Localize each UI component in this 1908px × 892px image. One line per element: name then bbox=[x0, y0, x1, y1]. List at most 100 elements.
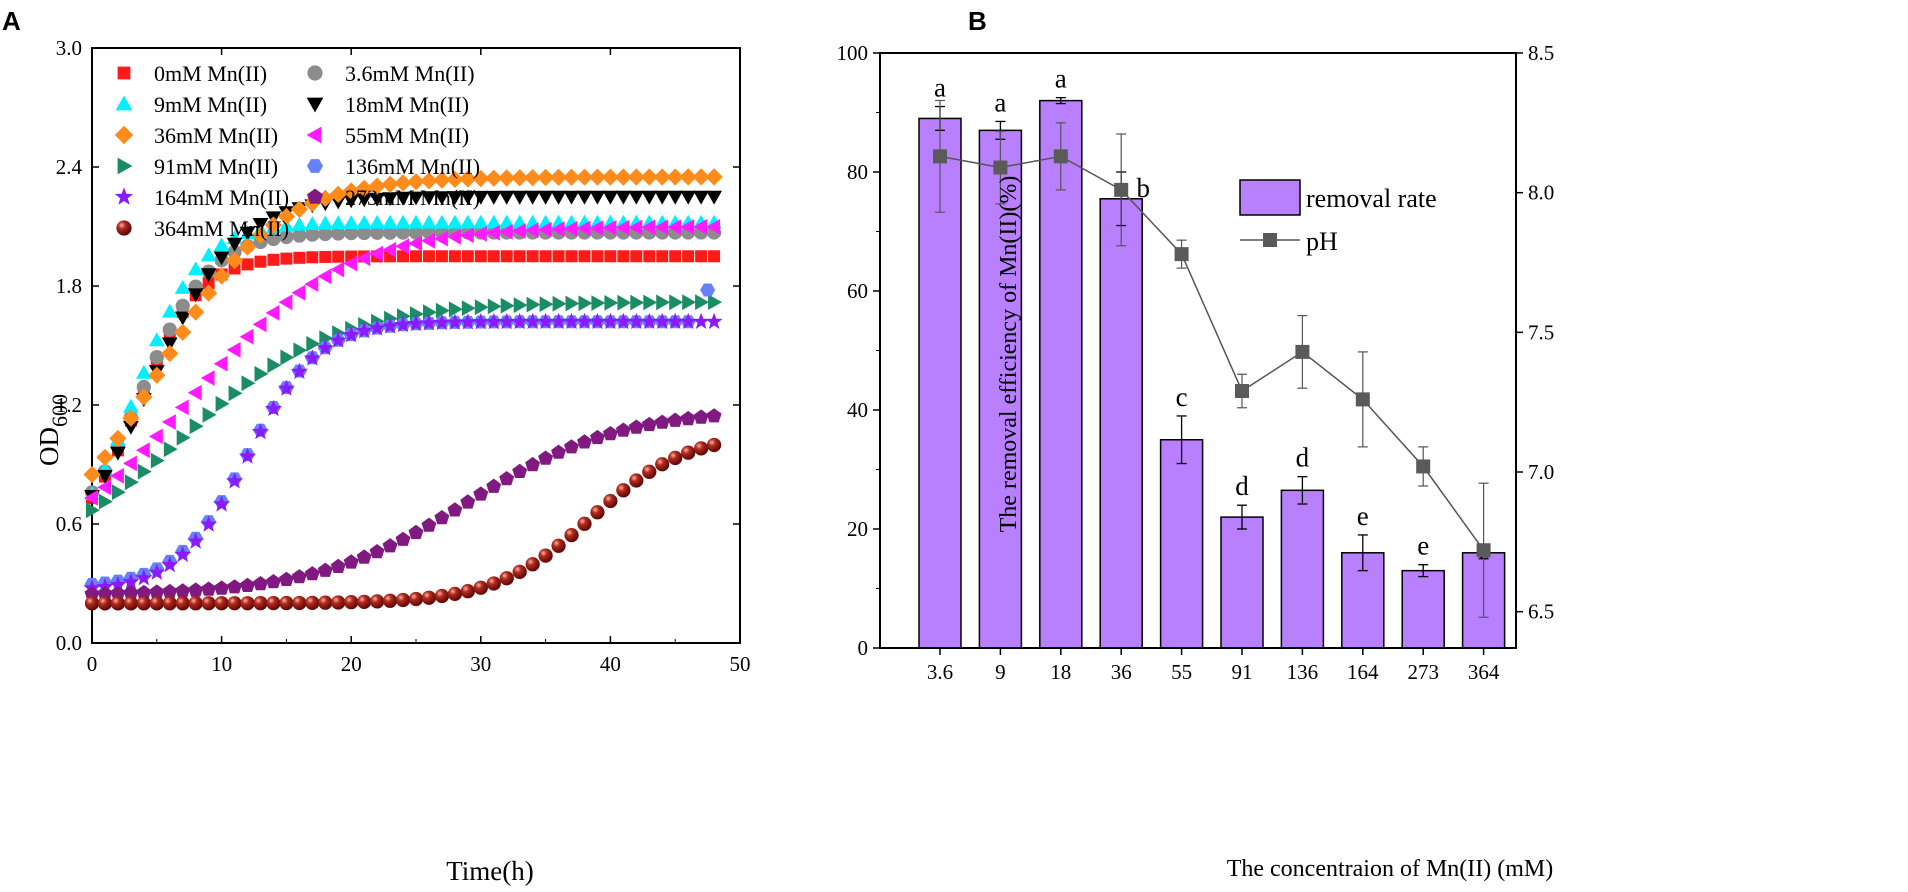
panel-a-data-point bbox=[215, 395, 230, 412]
panel-a-data-point bbox=[266, 574, 281, 589]
panel-a-data-point bbox=[602, 190, 619, 205]
panel-a-data-point bbox=[407, 314, 425, 332]
panel-a-legend-label: 273mM Mn(II) bbox=[345, 185, 480, 210]
panel-a-data-point bbox=[526, 250, 539, 263]
panel-a-data-point bbox=[382, 225, 398, 240]
panel-b-x-tick-label: 364 bbox=[1468, 660, 1500, 684]
panel-a-data-point bbox=[575, 312, 593, 329]
panel-a-data-point bbox=[123, 585, 139, 600]
panel-a-data-point bbox=[679, 168, 697, 186]
panel-a-data-point bbox=[486, 576, 501, 591]
panel-a-data-point bbox=[681, 445, 696, 460]
panel-a-data-point bbox=[356, 193, 372, 208]
panel-a-data-point bbox=[239, 328, 254, 345]
panel-b-y2-tick-label: 8.5 bbox=[1528, 41, 1554, 65]
panel-b-chart: aaabcddeee 3.691836559113616427336402040… bbox=[837, 41, 1555, 684]
panel-a-data-point bbox=[433, 171, 451, 189]
panel-a-data-point bbox=[472, 190, 489, 205]
panel-a-data-point bbox=[604, 250, 617, 263]
panel-a-data-point bbox=[421, 590, 437, 605]
panel-a-data-point bbox=[669, 250, 682, 263]
panel-a-data-point bbox=[292, 228, 307, 243]
panel-a-data-point bbox=[656, 250, 669, 263]
panel-a-data-point bbox=[679, 312, 697, 329]
panel-a-data-point bbox=[654, 219, 669, 236]
panel-a-data-point bbox=[161, 414, 176, 430]
panel-a-data-point bbox=[603, 493, 618, 509]
panel-a-data-point bbox=[330, 215, 347, 230]
panel-a-data-point bbox=[447, 228, 461, 245]
panel-a-data-point bbox=[394, 174, 412, 192]
panel-a-data-point bbox=[304, 276, 319, 292]
panel-a-data-point bbox=[434, 230, 448, 247]
panel-a-data-point bbox=[614, 168, 632, 186]
panel-a-data-point bbox=[538, 450, 554, 465]
panel-a-data-point bbox=[83, 465, 101, 484]
panel-a-data-point bbox=[96, 448, 114, 466]
panel-a-data-point bbox=[330, 261, 345, 278]
panel-b-x-tick-label: 136 bbox=[1287, 660, 1319, 684]
panel-a-data-point bbox=[99, 493, 113, 510]
panel-a-data-point bbox=[254, 255, 267, 268]
panel-a-legend-marker bbox=[117, 66, 131, 80]
panel-a-legend-marker bbox=[306, 97, 324, 113]
panel-a-data-point bbox=[329, 331, 347, 348]
panel-a-data-point bbox=[498, 214, 515, 229]
panel-a-data-point bbox=[319, 250, 332, 263]
panel-b-legend-item: removal rate bbox=[1239, 179, 1437, 216]
panel-a-data-point bbox=[434, 510, 450, 525]
panel-a-legend-item: 364mM Mn(II) bbox=[116, 216, 289, 241]
panel-a-legend-marker bbox=[307, 65, 323, 81]
panel-a-data-point bbox=[407, 173, 425, 191]
panel-a-data-point bbox=[395, 531, 411, 546]
panel-a-data-point bbox=[615, 190, 632, 205]
panel-a-data-point bbox=[420, 172, 438, 190]
panel-a-data-point bbox=[421, 214, 437, 229]
panel-a-data-point bbox=[487, 298, 502, 315]
panel-a-data-point bbox=[473, 486, 489, 501]
panel-a-data-point bbox=[382, 593, 398, 608]
panel-a-data-point bbox=[434, 214, 450, 229]
panel-a-data-point bbox=[551, 444, 566, 459]
panel-a-series-6 bbox=[84, 219, 721, 506]
panel-a-data-point bbox=[524, 312, 542, 330]
panel-a-y-axis-label-main: OD bbox=[34, 427, 64, 466]
panel-b-legend-label: removal rate bbox=[1306, 184, 1437, 213]
panel-b-letter: B bbox=[968, 6, 987, 36]
panel-a-legend-item: 91mM Mn(II) bbox=[117, 154, 278, 179]
panel-a-data-point bbox=[202, 407, 217, 423]
panel-a-data-point bbox=[682, 250, 695, 263]
panel-a-data-point bbox=[706, 408, 722, 423]
panel-a-series-2 bbox=[84, 225, 722, 500]
panel-a-data-point bbox=[500, 250, 513, 263]
panel-a-data-point bbox=[588, 168, 607, 186]
panel-a-data-point bbox=[487, 250, 500, 263]
panel-a-data-point bbox=[213, 251, 230, 266]
panel-a-legend-marker bbox=[307, 188, 323, 204]
panel-a-data-point bbox=[306, 251, 319, 264]
panel-a-data-point bbox=[251, 226, 270, 244]
panel-a-data-point bbox=[162, 583, 178, 599]
panel-b-y-tick-label: 20 bbox=[847, 517, 868, 541]
panel-a-data-point bbox=[615, 422, 631, 437]
panel-b-bar bbox=[1401, 569, 1445, 649]
panel-a-data-point bbox=[498, 190, 515, 205]
panel-a-data-point bbox=[227, 596, 242, 611]
panel-a-series-5 bbox=[83, 168, 723, 484]
panel-a-data-point bbox=[550, 312, 568, 329]
panel-a-data-point bbox=[368, 177, 386, 195]
panel-a-data-point bbox=[434, 191, 450, 206]
panel-b-significance-letter: e bbox=[1357, 501, 1369, 531]
panel-a-data-point bbox=[498, 223, 513, 240]
panel-a-data-point bbox=[654, 414, 670, 429]
panel-b-y-tick-label: 0 bbox=[858, 636, 869, 660]
panel-a-data-point bbox=[266, 231, 281, 247]
panel-a-data-point bbox=[524, 222, 539, 239]
panel-b-x-tick-label: 18 bbox=[1050, 660, 1071, 684]
panel-a-data-point bbox=[200, 268, 217, 283]
panel-a-data-point bbox=[447, 214, 463, 229]
panel-a-data-point bbox=[97, 596, 113, 611]
panel-a-data-point bbox=[200, 284, 218, 302]
panel-b-significance-letter: d bbox=[1296, 443, 1310, 473]
panel-a-data-point bbox=[213, 267, 231, 285]
